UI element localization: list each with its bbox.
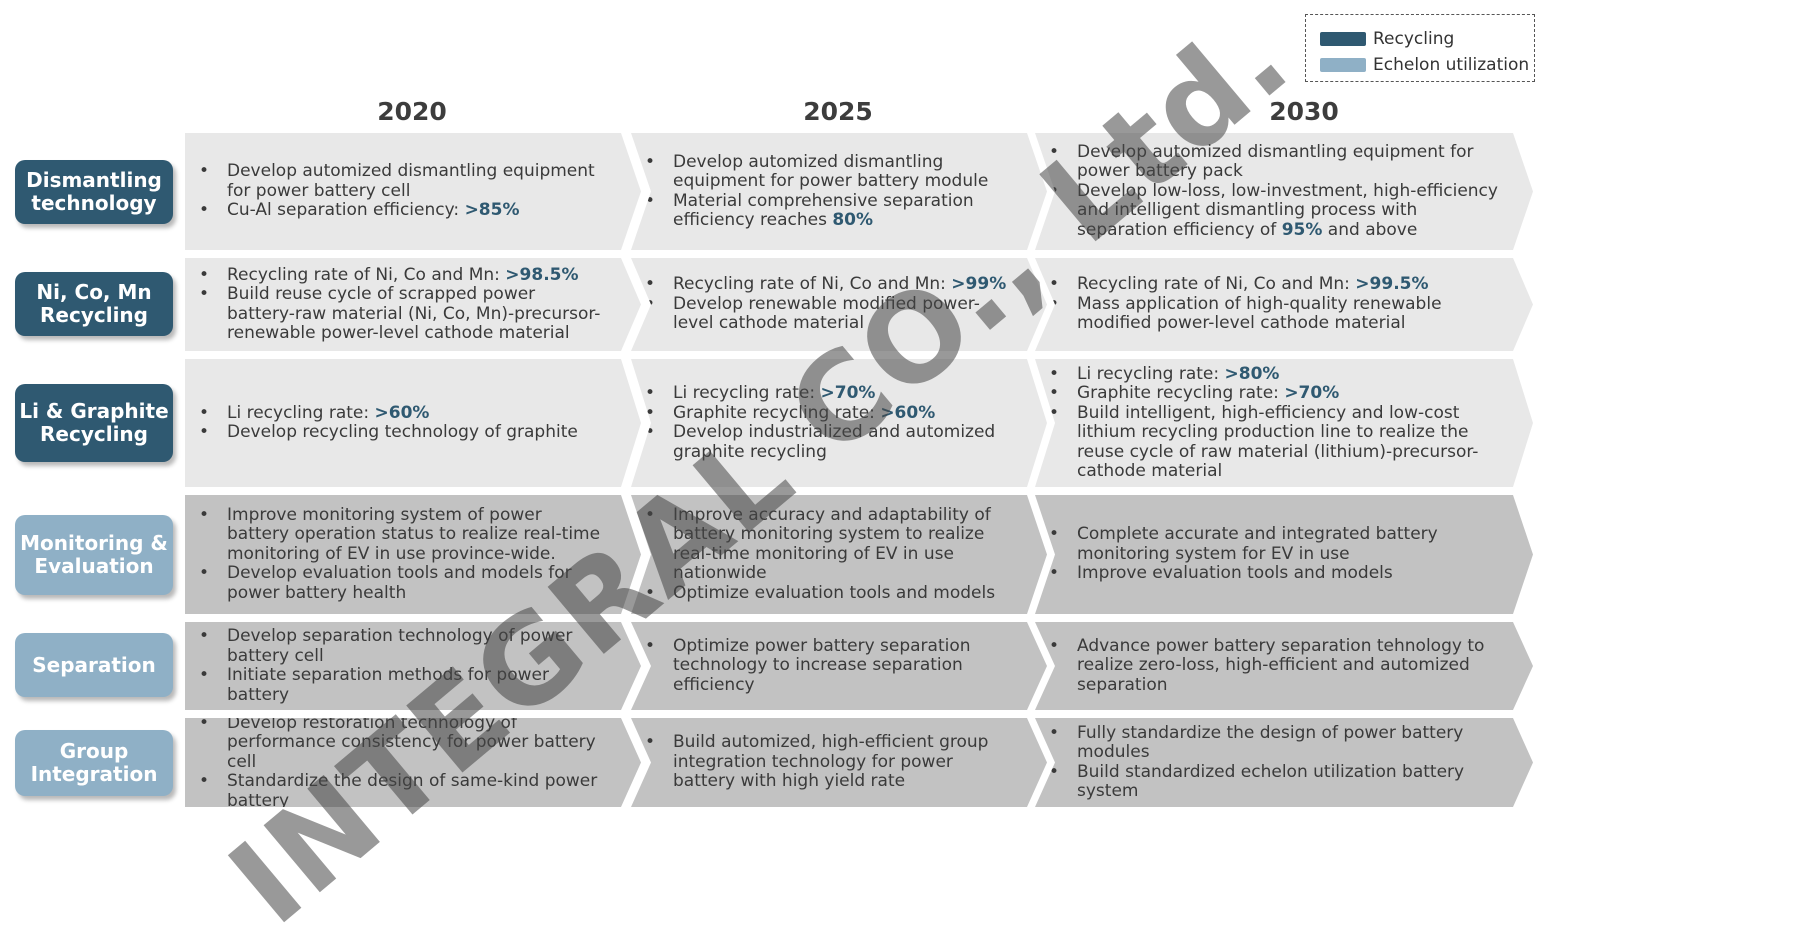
cell-ni-co-mn-recycling-2025: Recycling rate of Ni, Co and Mn: >99%Dev… (631, 258, 1047, 351)
cell-monitoring-evaluation-2030: Complete accurate and integrated battery… (1035, 495, 1533, 614)
bullet-item: Recycling rate of Ni, Co and Mn: >98.5% (227, 266, 607, 286)
cell-monitoring-evaluation-2025: Improve accuracy and adaptability of bat… (631, 495, 1047, 614)
bullet-list: Improve monitoring system of power batte… (185, 506, 641, 604)
cell-separation-2025: Optimize power battery separation techno… (631, 622, 1047, 710)
bullet-item: Develop recycling technology of graphite (227, 423, 607, 443)
highlight-value: >70% (820, 383, 876, 403)
bullet-item: Material comprehensive separation effici… (673, 192, 1013, 231)
bullet-list: Fully standardize the design of power ba… (1035, 724, 1533, 802)
row-label-li-graphite-recycling: Li & Graphite Recycling (15, 384, 173, 462)
cell-li-graphite-recycling-2020: Li recycling rate: >60%Develop recycling… (185, 359, 641, 487)
bullet-item: Standardize the design of same-kind powe… (227, 772, 607, 811)
cell-group-integration-2030: Fully standardize the design of power ba… (1035, 718, 1533, 807)
bullet-list: Improve accuracy and adaptability of bat… (631, 506, 1047, 604)
bullet-item: Mass application of high-quality renewab… (1077, 295, 1499, 334)
bullet-list: Recycling rate of Ni, Co and Mn: >99%Dev… (631, 275, 1047, 334)
cell-group-integration-2025: Build automized, high-efficient group in… (631, 718, 1047, 807)
bullet-list: Recycling rate of Ni, Co and Mn: >99.5%M… (1035, 275, 1533, 334)
bullet-list: Develop automized dismantling equipment … (1035, 143, 1533, 241)
bullet-item: Develop industrialized and automized gra… (673, 423, 1013, 462)
bullet-list: Li recycling rate: >60%Develop recycling… (185, 404, 641, 443)
bullet-item: Li recycling rate: >80% (1077, 365, 1499, 385)
bullet-list: Develop automized dismantling equipment … (631, 153, 1047, 231)
year-header-2025: 2025 (803, 97, 873, 126)
legend-item-recycling: Recycling (1320, 29, 1454, 49)
bullet-item: Optimize power battery separation techno… (673, 637, 1013, 696)
bullet-item: Initiate separation methods for power ba… (227, 666, 607, 705)
highlight-value: >85% (464, 200, 520, 221)
bullet-list: Advance power battery separation tehnolo… (1035, 637, 1533, 696)
row-label-dismantling-technology: Dismantling technology (15, 160, 173, 224)
highlight-value: >99.5% (1355, 274, 1429, 295)
bullet-list: Li recycling rate: >80%Graphite recyclin… (1035, 365, 1533, 482)
highlight-value: 80% (832, 210, 874, 230)
legend-swatch-echelon (1320, 58, 1366, 72)
bullet-item: Graphite recycling rate: >60% (673, 404, 1013, 424)
bullet-item: Develop automized dismantling equipment … (227, 162, 607, 201)
cell-separation-2020: Develop separation technology of power b… (185, 622, 641, 710)
bullet-item: Develop renewable modified power-level c… (673, 295, 1013, 334)
cell-dismantling-technology-2025: Develop automized dismantling equipment … (631, 133, 1047, 250)
row-label-ni-co-mn-recycling: Ni, Co, Mn Recycling (15, 272, 173, 336)
highlight-value: >80% (1224, 363, 1280, 384)
legend-label-recycling: Recycling (1373, 29, 1455, 49)
year-header-2020: 2020 (377, 97, 447, 126)
cell-dismantling-technology-2020: Develop automized dismantling equipment … (185, 133, 641, 250)
bullet-item: Develop automized dismantling equipment … (673, 153, 1013, 192)
bullet-item: Build reuse cycle of scrapped power batt… (227, 285, 607, 344)
row-label-group-integration: Group Integration (15, 730, 173, 796)
year-header-2030: 2030 (1269, 97, 1339, 126)
bullet-item: Build automized, high-efficient group in… (673, 733, 1013, 792)
row-label-separation: Separation (15, 633, 173, 697)
bullet-item: Improve accuracy and adaptability of bat… (673, 506, 1013, 584)
cell-separation-2030: Advance power battery separation tehnolo… (1035, 622, 1533, 710)
bullet-list: Develop restoration technology of perfor… (185, 714, 641, 812)
bullet-list: Complete accurate and integrated battery… (1035, 525, 1533, 584)
highlight-value: 95% (1281, 219, 1323, 240)
legend-label-echelon: Echelon utilization (1373, 55, 1530, 75)
cell-dismantling-technology-2030: Develop automized dismantling equipment … (1035, 133, 1533, 250)
bullet-item: Develop low-loss, low-investment, high-e… (1077, 182, 1499, 241)
bullet-item: Improve evaluation tools and models (1077, 564, 1499, 584)
bullet-list: Develop separation technology of power b… (185, 627, 641, 705)
highlight-value: >99% (951, 274, 1007, 295)
bullet-item: Recycling rate of Ni, Co and Mn: >99% (673, 275, 1013, 295)
highlight-value: >60% (374, 402, 430, 423)
legend: Recycling Echelon utilization (1305, 14, 1535, 82)
bullet-list: Recycling rate of Ni, Co and Mn: >98.5%B… (185, 266, 641, 344)
bullet-item: Build intelligent, high-efficiency and l… (1077, 404, 1499, 482)
highlight-value: >60% (880, 402, 936, 423)
cell-group-integration-2020: Develop restoration technology of perfor… (185, 718, 641, 807)
bullet-item: Li recycling rate: >70% (673, 384, 1013, 404)
bullet-item: Complete accurate and integrated battery… (1077, 525, 1499, 564)
bullet-item: Li recycling rate: >60% (227, 404, 607, 424)
bullet-item: Advance power battery separation tehnolo… (1077, 637, 1499, 696)
cell-li-graphite-recycling-2030: Li recycling rate: >80%Graphite recyclin… (1035, 359, 1533, 487)
bullet-item: Graphite recycling rate: >70% (1077, 384, 1499, 404)
legend-item-echelon: Echelon utilization (1320, 55, 1529, 75)
cell-li-graphite-recycling-2025: Li recycling rate: >70%Graphite recyclin… (631, 359, 1047, 487)
bullet-list: Build automized, high-efficient group in… (631, 733, 1047, 792)
cell-monitoring-evaluation-2020: Improve monitoring system of power batte… (185, 495, 641, 614)
bullet-item: Build standardized echelon utilization b… (1077, 763, 1499, 802)
bullet-list: Optimize power battery separation techno… (631, 637, 1047, 696)
bullet-item: Develop restoration technology of perfor… (227, 714, 607, 773)
bullet-list: Develop automized dismantling equipment … (185, 162, 641, 221)
bullet-item: Recycling rate of Ni, Co and Mn: >99.5% (1077, 275, 1499, 295)
bullet-item: Develop automized dismantling equipment … (1077, 143, 1499, 182)
bullet-item: Improve monitoring system of power batte… (227, 506, 607, 565)
bullet-item: Cu-Al separation efficiency: >85% (227, 201, 607, 221)
bullet-item: Fully standardize the design of power ba… (1077, 724, 1499, 763)
bullet-item: Develop separation technology of power b… (227, 627, 607, 666)
highlight-value: >98.5% (505, 264, 579, 285)
legend-swatch-recycling (1320, 32, 1366, 46)
cell-ni-co-mn-recycling-2020: Recycling rate of Ni, Co and Mn: >98.5%B… (185, 258, 641, 351)
cell-ni-co-mn-recycling-2030: Recycling rate of Ni, Co and Mn: >99.5%M… (1035, 258, 1533, 351)
bullet-list: Li recycling rate: >70%Graphite recyclin… (631, 384, 1047, 462)
bullet-item: Develop evaluation tools and models for … (227, 564, 607, 603)
row-label-monitoring-evaluation: Monitoring & Evaluation (15, 515, 173, 595)
highlight-value: >70% (1284, 383, 1340, 403)
bullet-item: Optimize evaluation tools and models (673, 584, 1013, 604)
